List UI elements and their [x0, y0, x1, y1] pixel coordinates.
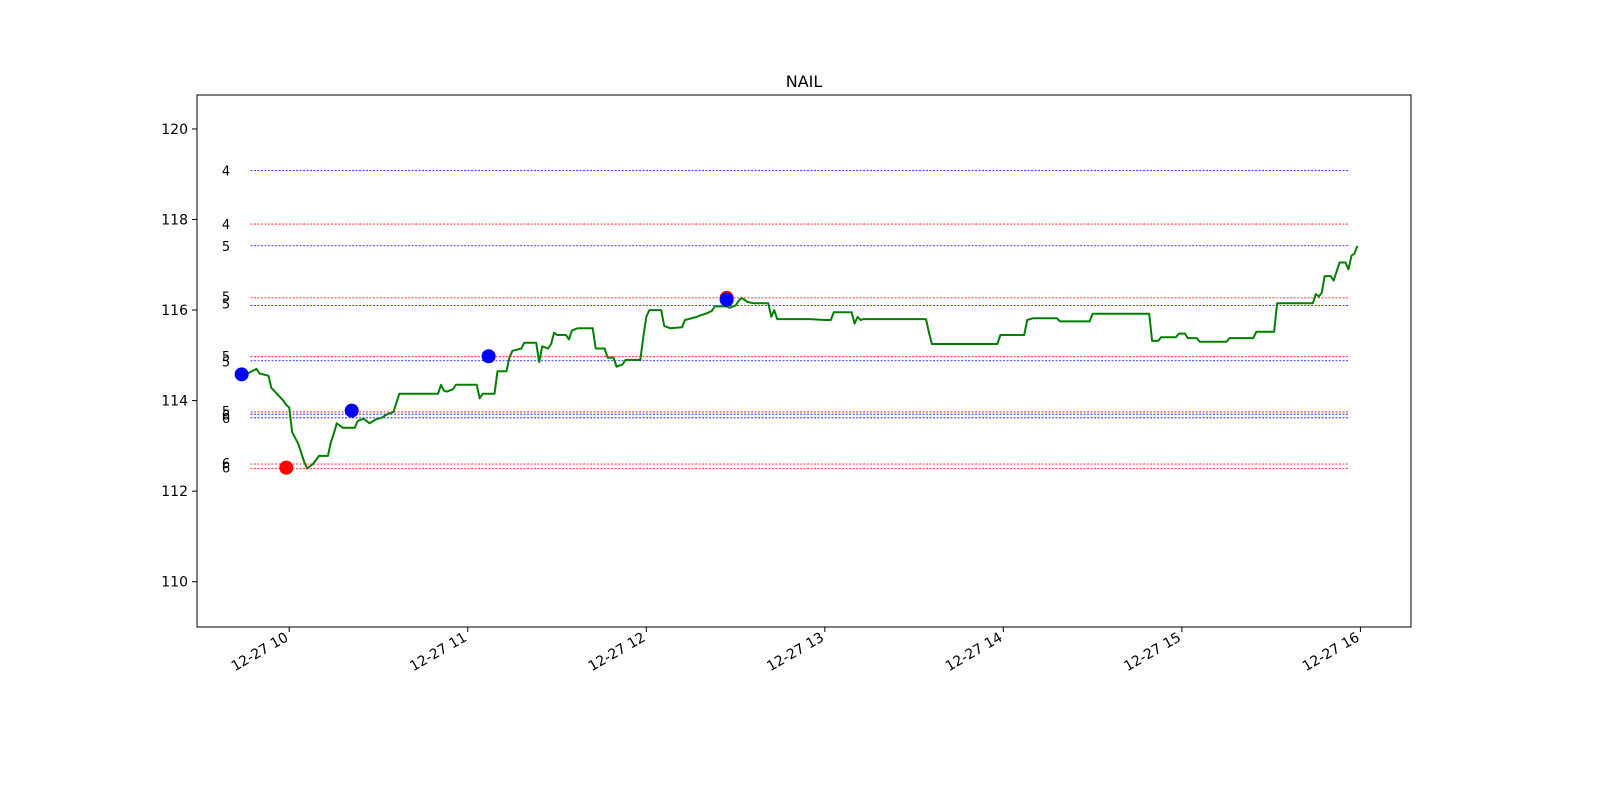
level-label: 6	[222, 457, 230, 472]
buy-marker	[719, 292, 734, 307]
y-tick-label: 116	[161, 303, 188, 319]
y-tick-label: 112	[161, 484, 188, 500]
x-tick-label: 12-27 11	[407, 630, 470, 675]
level-label: 5	[222, 298, 230, 313]
level-label: 6	[222, 409, 230, 424]
y-tick-label: 118	[161, 213, 188, 229]
sell-marker	[279, 460, 294, 475]
level-label: 5	[222, 240, 230, 255]
level-label: 5	[222, 405, 230, 420]
buy-marker	[344, 403, 359, 418]
level-label: 5	[222, 356, 230, 371]
x-tick-label: 12-27 10	[229, 630, 292, 675]
y-tick-label: 114	[161, 394, 188, 410]
axes-layer: 110 112 114 116 118 120 12-27 10 12-27 11 12-27 …	[161, 94, 1412, 675]
price-layer	[247, 245, 1359, 470]
level-label: 4	[222, 165, 230, 180]
x-tick-label: 12-27 16	[1300, 630, 1363, 675]
level-label: 6	[222, 462, 230, 477]
chart-title: NAIL	[786, 72, 823, 91]
buy-marker	[481, 349, 496, 364]
y-tick-label: 110	[161, 575, 188, 591]
level-label: 4	[222, 218, 230, 233]
level-label: 5	[222, 350, 230, 365]
x-tick-label: 12-27 13	[764, 630, 827, 675]
markers-layer	[234, 290, 734, 475]
buy-marker	[234, 367, 249, 382]
level-label: 5	[222, 290, 230, 305]
x-tick-label: 12-27 14	[943, 630, 1006, 675]
plot-frame	[196, 94, 1412, 628]
y-tick-label: 120	[161, 122, 188, 138]
x-tick-label: 12-27 12	[586, 630, 649, 675]
level-label: 6	[222, 412, 230, 427]
price-line	[247, 245, 1359, 470]
x-tick-label: 12-27 15	[1121, 630, 1184, 675]
